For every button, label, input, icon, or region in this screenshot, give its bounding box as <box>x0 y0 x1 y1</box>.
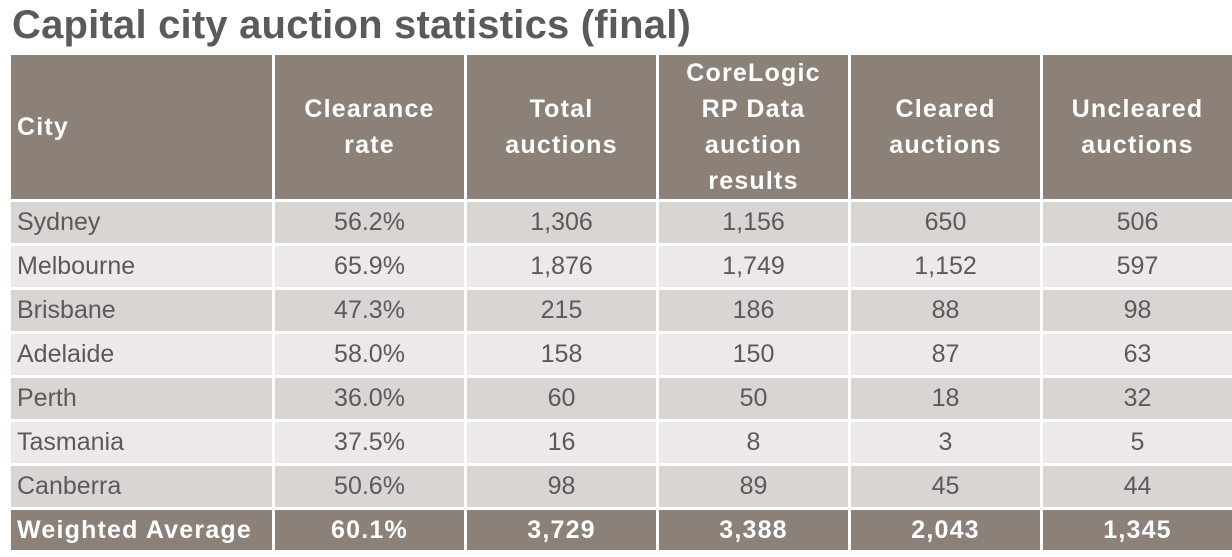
total-auctions-cell: 158 <box>467 334 656 375</box>
table-row: Melbourne 65.9% 1,876 1,749 1,152 597 <box>11 246 1232 287</box>
total-auctions-cell: 215 <box>467 290 656 331</box>
uncleared-cell: 506 <box>1043 202 1232 243</box>
uncleared-cell: 5 <box>1043 422 1232 463</box>
table-row: Adelaide 58.0% 158 150 87 63 <box>11 334 1232 375</box>
table-header-row: City Clearance rate Total auctions CoreL… <box>11 55 1232 199</box>
city-cell: Tasmania <box>11 422 272 463</box>
corelogic-results-cell: 89 <box>659 466 848 507</box>
cleared-cell: 1,152 <box>851 246 1040 287</box>
weighted-average-label: Weighted Average <box>11 510 272 550</box>
table-row: Sydney 56.2% 1,306 1,156 650 506 <box>11 202 1232 243</box>
column-header-uncleared-auctions: Uncleared auctions <box>1043 55 1232 199</box>
corelogic-results-cell: 50 <box>659 378 848 419</box>
column-header-cleared-auctions: Cleared auctions <box>851 55 1040 199</box>
cleared-cell: 18 <box>851 378 1040 419</box>
avg-clearance-rate-cell: 60.1% <box>275 510 464 550</box>
table-row: Tasmania 37.5% 16 8 3 5 <box>11 422 1232 463</box>
total-auctions-cell: 1,876 <box>467 246 656 287</box>
city-cell: Canberra <box>11 466 272 507</box>
weighted-average-row: Weighted Average 60.1% 3,729 3,388 2,043… <box>11 510 1232 550</box>
avg-cleared-cell: 2,043 <box>851 510 1040 550</box>
table-row: Canberra 50.6% 98 89 45 44 <box>11 466 1232 507</box>
uncleared-cell: 597 <box>1043 246 1232 287</box>
city-cell: Brisbane <box>11 290 272 331</box>
clearance-rate-cell: 37.5% <box>275 422 464 463</box>
auction-statistics-table: City Clearance rate Total auctions CoreL… <box>8 52 1232 553</box>
column-header-total-auctions: Total auctions <box>467 55 656 199</box>
cleared-cell: 3 <box>851 422 1040 463</box>
clearance-rate-cell: 47.3% <box>275 290 464 331</box>
avg-corelogic-results-cell: 3,388 <box>659 510 848 550</box>
total-auctions-cell: 98 <box>467 466 656 507</box>
cleared-cell: 45 <box>851 466 1040 507</box>
total-auctions-cell: 60 <box>467 378 656 419</box>
corelogic-results-cell: 8 <box>659 422 848 463</box>
clearance-rate-cell: 36.0% <box>275 378 464 419</box>
city-cell: Sydney <box>11 202 272 243</box>
column-header-clearance-rate: Clearance rate <box>275 55 464 199</box>
table-row: Perth 36.0% 60 50 18 32 <box>11 378 1232 419</box>
table-row: Brisbane 47.3% 215 186 88 98 <box>11 290 1232 331</box>
uncleared-cell: 98 <box>1043 290 1232 331</box>
column-header-corelogic-results: CoreLogic RP Data auction results <box>659 55 848 199</box>
cleared-cell: 87 <box>851 334 1040 375</box>
uncleared-cell: 44 <box>1043 466 1232 507</box>
clearance-rate-cell: 56.2% <box>275 202 464 243</box>
column-header-city: City <box>11 55 272 199</box>
uncleared-cell: 63 <box>1043 334 1232 375</box>
corelogic-results-cell: 1,156 <box>659 202 848 243</box>
total-auctions-cell: 16 <box>467 422 656 463</box>
clearance-rate-cell: 50.6% <box>275 466 464 507</box>
avg-total-auctions-cell: 3,729 <box>467 510 656 550</box>
avg-uncleared-cell: 1,345 <box>1043 510 1232 550</box>
city-cell: Adelaide <box>11 334 272 375</box>
total-auctions-cell: 1,306 <box>467 202 656 243</box>
cleared-cell: 650 <box>851 202 1040 243</box>
corelogic-results-cell: 150 <box>659 334 848 375</box>
page-title: Capital city auction statistics (final) <box>12 3 692 47</box>
city-cell: Perth <box>11 378 272 419</box>
corelogic-results-cell: 1,749 <box>659 246 848 287</box>
clearance-rate-cell: 65.9% <box>275 246 464 287</box>
cleared-cell: 88 <box>851 290 1040 331</box>
uncleared-cell: 32 <box>1043 378 1232 419</box>
city-cell: Melbourne <box>11 246 272 287</box>
corelogic-results-cell: 186 <box>659 290 848 331</box>
clearance-rate-cell: 58.0% <box>275 334 464 375</box>
